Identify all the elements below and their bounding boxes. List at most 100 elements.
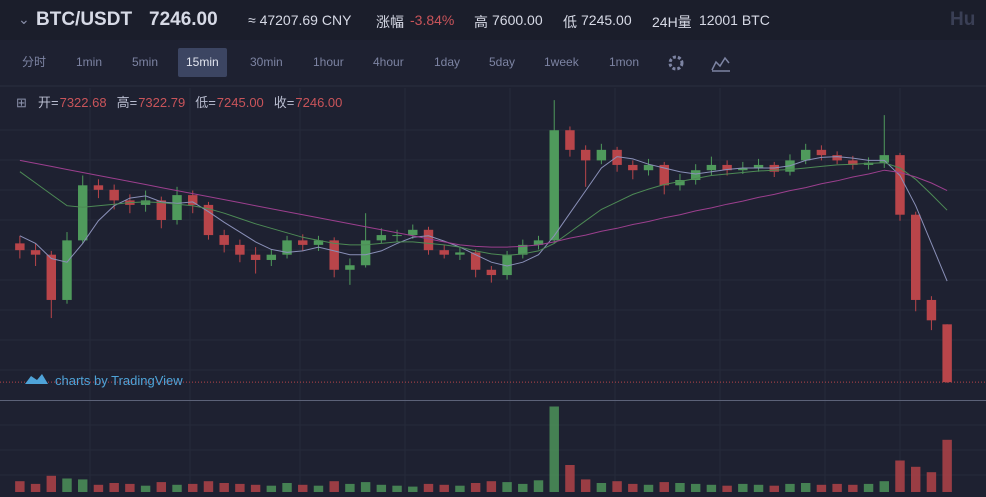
legend-label: 开= bbox=[38, 95, 59, 110]
interval-tab[interactable]: 1mon bbox=[609, 55, 640, 69]
candle-body bbox=[612, 149, 622, 165]
interval-tab[interactable]: 1day bbox=[434, 55, 461, 69]
candle-body bbox=[93, 185, 104, 190]
volume-bar bbox=[926, 472, 937, 492]
candle-body bbox=[360, 240, 371, 266]
volume-bar bbox=[30, 483, 41, 492]
candle-body bbox=[486, 269, 497, 276]
volume-bar bbox=[863, 483, 874, 492]
volume-bar bbox=[518, 483, 528, 492]
volume-bar bbox=[738, 483, 748, 492]
volume-bar bbox=[423, 483, 434, 492]
volume-bar bbox=[706, 484, 717, 492]
candle-body bbox=[203, 204, 214, 236]
candle-body bbox=[738, 167, 748, 171]
volume-bar bbox=[533, 480, 544, 492]
volume-bar bbox=[439, 484, 449, 492]
volume-bar bbox=[392, 485, 402, 492]
volume-bar bbox=[659, 482, 669, 492]
legend-value: 7322.79 bbox=[138, 95, 185, 110]
volume-bar bbox=[800, 483, 811, 492]
high-label: 高 bbox=[474, 14, 488, 30]
candle-body bbox=[643, 164, 654, 171]
candle-body bbox=[753, 164, 764, 168]
low: 7245.00 bbox=[581, 12, 632, 28]
volume-bar bbox=[753, 484, 764, 492]
volume-bar bbox=[345, 483, 355, 492]
volume-bar bbox=[235, 483, 245, 492]
volume-bar bbox=[219, 483, 229, 492]
candle-body bbox=[800, 149, 811, 161]
interval-tab[interactable]: 5day bbox=[489, 55, 516, 69]
volume-bar bbox=[203, 481, 214, 492]
volume-bar bbox=[848, 484, 858, 492]
interval-tab[interactable]: 分时 bbox=[22, 55, 47, 69]
volume-bar bbox=[298, 484, 308, 492]
candle-body bbox=[62, 240, 72, 300]
candle-body bbox=[235, 244, 245, 255]
candle-body bbox=[219, 235, 229, 245]
change-label: 涨幅 bbox=[376, 14, 404, 30]
volume-bar bbox=[643, 484, 654, 492]
candle-body bbox=[628, 164, 638, 171]
volume-bar bbox=[109, 483, 119, 492]
volume-bar bbox=[125, 483, 135, 492]
interval-tab[interactable]: 1hour bbox=[313, 55, 344, 69]
candle-body bbox=[659, 164, 669, 186]
candle-body bbox=[879, 155, 889, 163]
toolbar: 分时 1min 5min 15min 30min 1hour 4hour 1day 5day 1w… bbox=[0, 48, 986, 78]
volume-bar bbox=[879, 481, 889, 492]
volume-bar bbox=[266, 485, 277, 492]
candle-body bbox=[470, 252, 481, 270]
interval-tab[interactable]: 4hour bbox=[373, 55, 404, 69]
interval-tab[interactable]: 15min bbox=[178, 48, 227, 77]
interval-tab[interactable]: 30min bbox=[250, 55, 283, 69]
legend-value: 7245.00 bbox=[217, 95, 264, 110]
candle-body bbox=[250, 254, 261, 260]
volume-bar bbox=[549, 406, 559, 492]
candle-body bbox=[78, 185, 88, 241]
legend-toggle[interactable]: ⊞ bbox=[16, 95, 27, 110]
volume-bar bbox=[722, 485, 732, 492]
candle-body bbox=[15, 243, 25, 251]
candle-body bbox=[140, 200, 151, 205]
low-label: 低 bbox=[563, 14, 577, 30]
candle-body bbox=[329, 240, 339, 270]
volume-bar bbox=[376, 484, 387, 492]
candle-body bbox=[455, 252, 465, 255]
candle-body bbox=[439, 250, 449, 255]
interval-tab[interactable]: 1week bbox=[544, 55, 579, 69]
volume-bar bbox=[942, 439, 952, 492]
price: 7246.00 bbox=[149, 9, 218, 30]
volume-bar bbox=[140, 485, 151, 492]
volume-bar bbox=[675, 483, 685, 492]
candle-body bbox=[423, 229, 434, 251]
high: 7600.00 bbox=[492, 12, 543, 28]
volume-bar bbox=[628, 483, 638, 492]
vol-label: 24H量 bbox=[652, 14, 692, 30]
candle-body bbox=[30, 250, 41, 255]
watermark-icon bbox=[25, 374, 48, 384]
candle-body bbox=[109, 189, 119, 201]
candle-body bbox=[172, 195, 182, 220]
interval-tab[interactable]: 5min bbox=[132, 55, 159, 69]
volume-bar bbox=[156, 482, 167, 492]
volume-bar bbox=[470, 483, 481, 492]
candle-body bbox=[722, 164, 732, 171]
volume-bar bbox=[596, 483, 607, 492]
volume-bar bbox=[895, 460, 905, 492]
candle-body bbox=[549, 130, 559, 241]
collapse-icon[interactable]: ⌄ bbox=[18, 11, 30, 27]
candle-body bbox=[518, 244, 528, 255]
interval-tab[interactable]: 1min bbox=[76, 55, 103, 69]
volume-bar bbox=[816, 484, 827, 492]
change: -3.84% bbox=[410, 12, 455, 28]
cny: ≈ 47207.69 CNY bbox=[248, 12, 352, 28]
legend-value: 7246.00 bbox=[295, 95, 342, 110]
candle-body bbox=[376, 235, 387, 241]
candle-body bbox=[816, 149, 827, 156]
moving-average bbox=[19, 162, 948, 256]
volume-bar bbox=[455, 485, 465, 492]
settings-icon[interactable] bbox=[668, 55, 684, 71]
candle-body bbox=[910, 214, 921, 300]
